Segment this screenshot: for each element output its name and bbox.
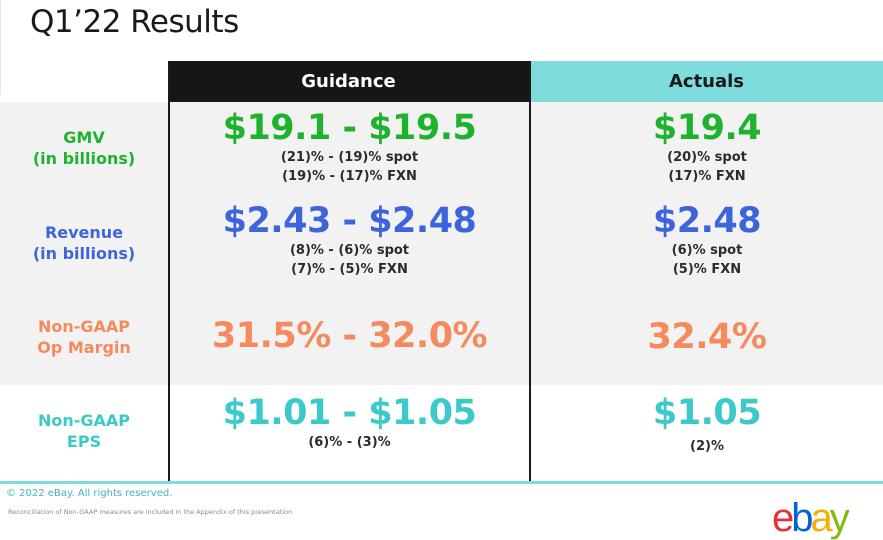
row-label-gmv: GMV (in billions) [0,127,168,169]
row-label-revenue: Revenue (in billions) [0,222,168,264]
guidance-cell-revenue: $2.43 - $2.48 (8)% - (6)% spot (7)% - (5… [170,201,529,279]
actual-cell-revenue: $2.48 (6)% spot (5)% FXN [531,201,883,279]
row-background-op-margin [0,291,883,385]
row-background-eps [0,385,883,481]
actual-detail: (2)% [690,439,724,454]
guidance-cell-gmv: $19.1 - $19.5 (21)% - (19)% spot (19)% -… [170,108,529,186]
guidance-detail: (7)% - (5)% FXN [291,262,408,277]
guidance-detail: (21)% - (19)% spot [280,150,419,165]
column-divider-left [168,61,170,481]
guidance-detail: (19)% - (17)% FXN [282,169,417,184]
actual-value: $19.4 [652,108,762,148]
row-label-line: Revenue [44,223,124,242]
actual-cell-op-margin: 32.4% [531,317,883,357]
actual-detail: (20)% spot [667,150,747,165]
guidance-header: Guidance [168,61,529,102]
guidance-cell-op-margin: 31.5% - 32.0% [170,316,529,356]
actuals-header: Actuals [530,61,883,102]
actual-value: $2.48 [652,201,762,241]
actual-cell-eps: $1.05 (2)% [531,393,883,456]
guidance-cell-eps: $1.01 - $1.05 (6)% - (3)% [170,393,529,452]
actual-value: $1.05 [652,393,762,433]
column-divider-middle [529,61,531,481]
ebay-logo: ebay [772,496,850,540]
row-background-revenue [0,197,883,291]
page-title: Q1’22 Results [30,4,239,40]
footer-divider [0,481,883,484]
guidance-value: $1.01 - $1.05 [222,393,477,433]
actual-detail: (5)% FXN [672,262,742,277]
logo-letter: e [772,496,794,540]
row-label-line: GMV [63,128,105,147]
guidance-detail: (8)% - (6)% spot [289,243,410,258]
logo-letter: y [829,496,850,540]
row-label-eps: Non-GAAP EPS [0,410,168,452]
guidance-value: $19.1 - $19.5 [222,108,477,148]
row-background-gmv [0,102,883,197]
guidance-detail: (6)% - (3)% [308,435,391,450]
row-label-line: (in billions) [32,244,136,263]
decorative-edge-line [0,0,1,95]
actual-detail: (6)% spot [671,243,743,258]
logo-letter: a [810,496,833,540]
guidance-value: 31.5% - 32.0% [211,316,488,356]
row-label-line: Non-GAAP [37,317,131,336]
actual-value: 32.4% [647,317,767,357]
reconciliation-note: Reconciliation of Non-GAAP measures are … [8,508,293,516]
row-label-line: EPS [66,432,102,451]
guidance-value: $2.43 - $2.48 [222,201,477,241]
row-label-line: Op Margin [37,338,131,357]
row-label-line: (in billions) [32,149,136,168]
logo-letter: b [791,496,813,540]
row-label-line: Non-GAAP [37,411,131,430]
results-table: Guidance Actuals GMV (in billions) $19.1… [0,61,883,481]
copyright-text: © 2022 eBay. All rights reserved. [6,488,173,499]
row-label-op-margin: Non-GAAP Op Margin [0,316,168,358]
actual-cell-gmv: $19.4 (20)% spot (17)% FXN [531,108,883,186]
actual-detail: (17)% FXN [668,169,746,184]
